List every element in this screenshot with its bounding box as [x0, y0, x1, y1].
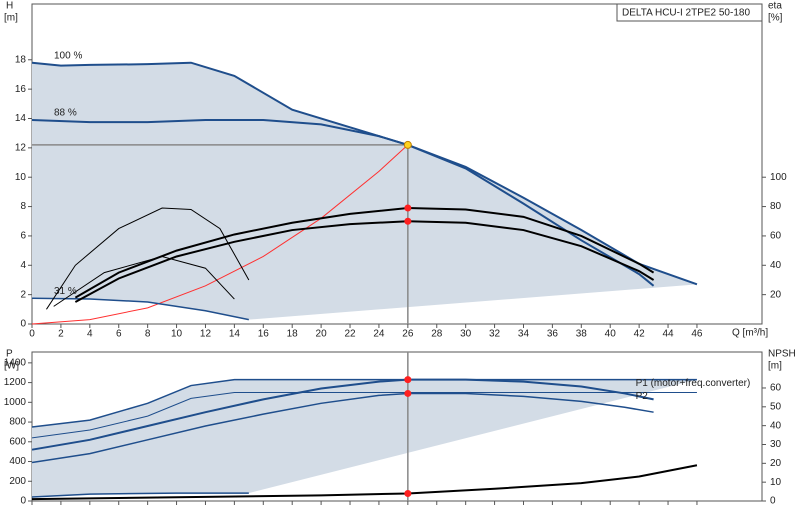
curve: [46, 207, 250, 310]
x-tick-label: 18: [287, 329, 299, 340]
y-tick-label: 4: [20, 260, 26, 271]
y-tick-label: 6: [20, 231, 26, 242]
operating-point: [404, 376, 412, 384]
x-tick-label: 12: [200, 329, 212, 340]
y2-tick-label: 0: [770, 496, 776, 507]
curve: [31, 378, 654, 451]
operating-point: [404, 489, 412, 497]
y2-tick-label: 80: [770, 201, 782, 212]
y2-tick-label: 100: [770, 172, 787, 183]
curve: [74, 220, 655, 303]
y-tick-label: 14: [15, 113, 27, 124]
curve: [31, 61, 698, 286]
x-tick-label: 34: [518, 329, 530, 340]
y2-tick-label: 60: [770, 231, 782, 242]
y2-tick-label: 60: [770, 383, 782, 394]
y2-tick-label: 40: [770, 420, 782, 431]
x-tick-label: 14: [229, 329, 241, 340]
curve-label: P1 (motor+freq.converter): [636, 378, 751, 389]
y2-tick-label: 30: [770, 439, 782, 450]
y2-tick-label: 10: [770, 477, 782, 488]
y-axis-label: P: [6, 349, 13, 360]
x-tick-label: 2: [58, 329, 64, 340]
y2-tick-label: 50: [770, 401, 782, 412]
y-tick-label: 0: [20, 496, 26, 507]
x-tick-label: 42: [634, 329, 646, 340]
x-tick-label: 16: [258, 329, 270, 340]
chart-title: DELTA HCU-I 2TPE2 50-180: [622, 8, 750, 19]
x-tick-label: 30: [460, 329, 472, 340]
operating-range: [32, 62, 697, 320]
y-tick-label: 12: [15, 142, 27, 153]
x-tick-label: 32: [489, 329, 501, 340]
y-tick-label: 16: [15, 84, 27, 95]
curve: [53, 255, 235, 307]
operating-point: [404, 389, 412, 397]
operating-point: [403, 140, 412, 149]
y2-tick-label: 20: [770, 289, 782, 300]
operating-range: [32, 379, 697, 498]
x-tick-label: 36: [547, 329, 559, 340]
y-axis-label: H: [6, 1, 13, 12]
x-axis-label: Q [m³/h]: [732, 328, 768, 339]
curve-label: P2: [636, 391, 649, 402]
y2-axis-unit: [%]: [768, 13, 783, 24]
curve-label: 88 %: [54, 108, 77, 119]
x-tick-label: 44: [662, 329, 674, 340]
y2-axis-label: eta: [768, 1, 782, 12]
y2-tick-label: 20: [770, 458, 782, 469]
y-tick-label: 600: [9, 436, 26, 447]
y-tick-label: 18: [15, 54, 27, 65]
y-tick-label: 1400: [4, 357, 27, 368]
y-tick-label: 200: [9, 476, 26, 487]
curve-label: 31 %: [54, 286, 77, 297]
x-tick-label: 4: [87, 329, 93, 340]
x-tick-label: 0: [29, 329, 35, 340]
y2-axis-unit: [m]: [768, 361, 782, 372]
operating-point: [404, 204, 412, 212]
curve: [31, 492, 249, 498]
curve-label: 100 %: [54, 50, 82, 61]
x-tick-label: 28: [431, 329, 443, 340]
curve: [31, 378, 697, 428]
curve: [31, 144, 409, 325]
y-tick-label: 10: [15, 172, 27, 183]
curve: [31, 118, 655, 287]
curve: [31, 391, 697, 439]
x-tick-label: 26: [402, 329, 414, 340]
operating-point: [404, 217, 412, 225]
x-tick-label: 10: [171, 329, 183, 340]
y-tick-label: 0: [20, 319, 26, 330]
y-tick-label: 400: [9, 456, 26, 467]
curve: [31, 297, 249, 321]
y-tick-label: 1000: [4, 397, 27, 408]
x-tick-label: 24: [373, 329, 385, 340]
x-tick-label: 46: [691, 329, 703, 340]
y-tick-label: 2: [20, 289, 26, 300]
y-axis-unit: [W]: [4, 361, 19, 372]
y-axis-unit: [m]: [4, 13, 18, 24]
curve: [31, 464, 698, 501]
y2-tick-label: 40: [770, 260, 782, 271]
curve: [74, 207, 655, 299]
y-tick-label: 800: [9, 417, 26, 428]
y-tick-label: 8: [20, 201, 26, 212]
x-tick-label: 6: [116, 329, 122, 340]
curve: [31, 392, 654, 464]
x-tick-label: 22: [344, 329, 356, 340]
x-tick-label: 8: [145, 329, 151, 340]
x-tick-label: 40: [605, 329, 617, 340]
x-tick-label: 20: [316, 329, 328, 340]
y2-axis-label: NPSH: [768, 349, 796, 360]
title-box: [616, 3, 763, 22]
x-tick-label: 38: [576, 329, 588, 340]
y-tick-label: 1200: [4, 377, 27, 388]
